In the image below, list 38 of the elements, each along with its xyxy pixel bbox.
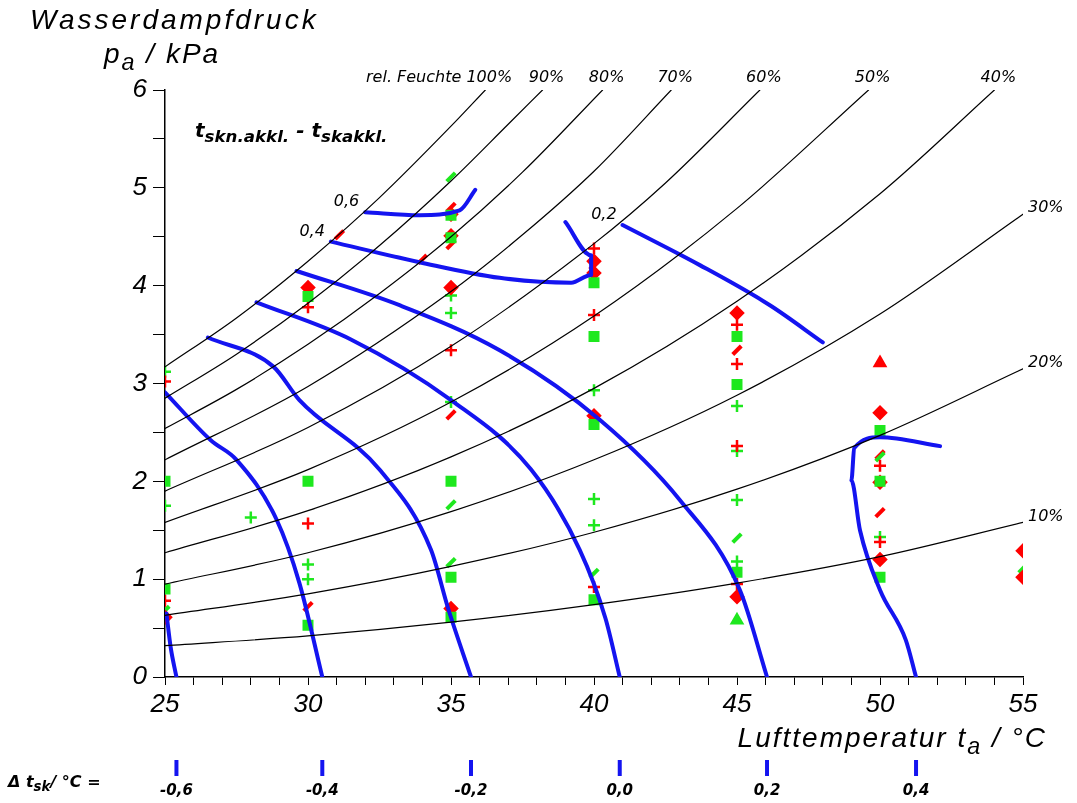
series-label: 50% <box>854 67 891 87</box>
legend-label: -0,4 <box>305 780 339 799</box>
legend-label: -0,2 <box>454 780 488 799</box>
x-tick-label: 25 <box>149 687 180 718</box>
x-tick-label: 45 <box>722 687 752 718</box>
y-tick-label: 0 <box>132 660 148 691</box>
y-tick-label: 2 <box>131 464 148 495</box>
series-label: 30% <box>1028 197 1064 217</box>
series-label: 60% <box>746 67 782 87</box>
legend-label: 0,4 <box>902 780 930 799</box>
series-label: 90% <box>528 67 565 87</box>
legend-label: -0,6 <box>160 780 193 799</box>
y-tick-label: 5 <box>132 171 148 202</box>
series-label: 0,6 <box>333 191 360 211</box>
series-label: 20% <box>1028 351 1064 371</box>
series-label: 80% <box>588 67 625 87</box>
series-label: 0,2 <box>591 204 617 224</box>
text: Δ t$_{sk}$/ °C = <box>8 772 101 795</box>
x-tick-label: 35 <box>436 687 466 718</box>
y-tick-label: 3 <box>132 366 148 397</box>
series-label: 100% <box>466 67 513 87</box>
legend-label: 0,0 <box>606 780 634 799</box>
y-axis-title: p$_{a}$ / kPa <box>104 38 221 75</box>
x-axis-title: Lufttemperatur t$_{a}$ / °C <box>737 722 1047 760</box>
x-tick-label: 40 <box>579 687 609 718</box>
y-tick-label: 1 <box>132 562 147 593</box>
chart-title: Wasserdampfdruck <box>30 4 319 36</box>
series-label: 0,4 <box>299 220 325 240</box>
y-tick-label: 4 <box>132 268 147 299</box>
x-tick-label: 55 <box>1008 687 1038 718</box>
legend-label: 0,2 <box>753 780 781 799</box>
annotation: rel. Feuchte <box>366 67 462 87</box>
series-label: 40% <box>980 67 1017 87</box>
x-tick-label: 50 <box>865 687 895 718</box>
x-tick-label: 30 <box>293 687 323 718</box>
series-label: 70% <box>657 67 693 87</box>
y-tick-label: 6 <box>132 73 148 104</box>
series-label: 10% <box>1028 505 1064 525</box>
